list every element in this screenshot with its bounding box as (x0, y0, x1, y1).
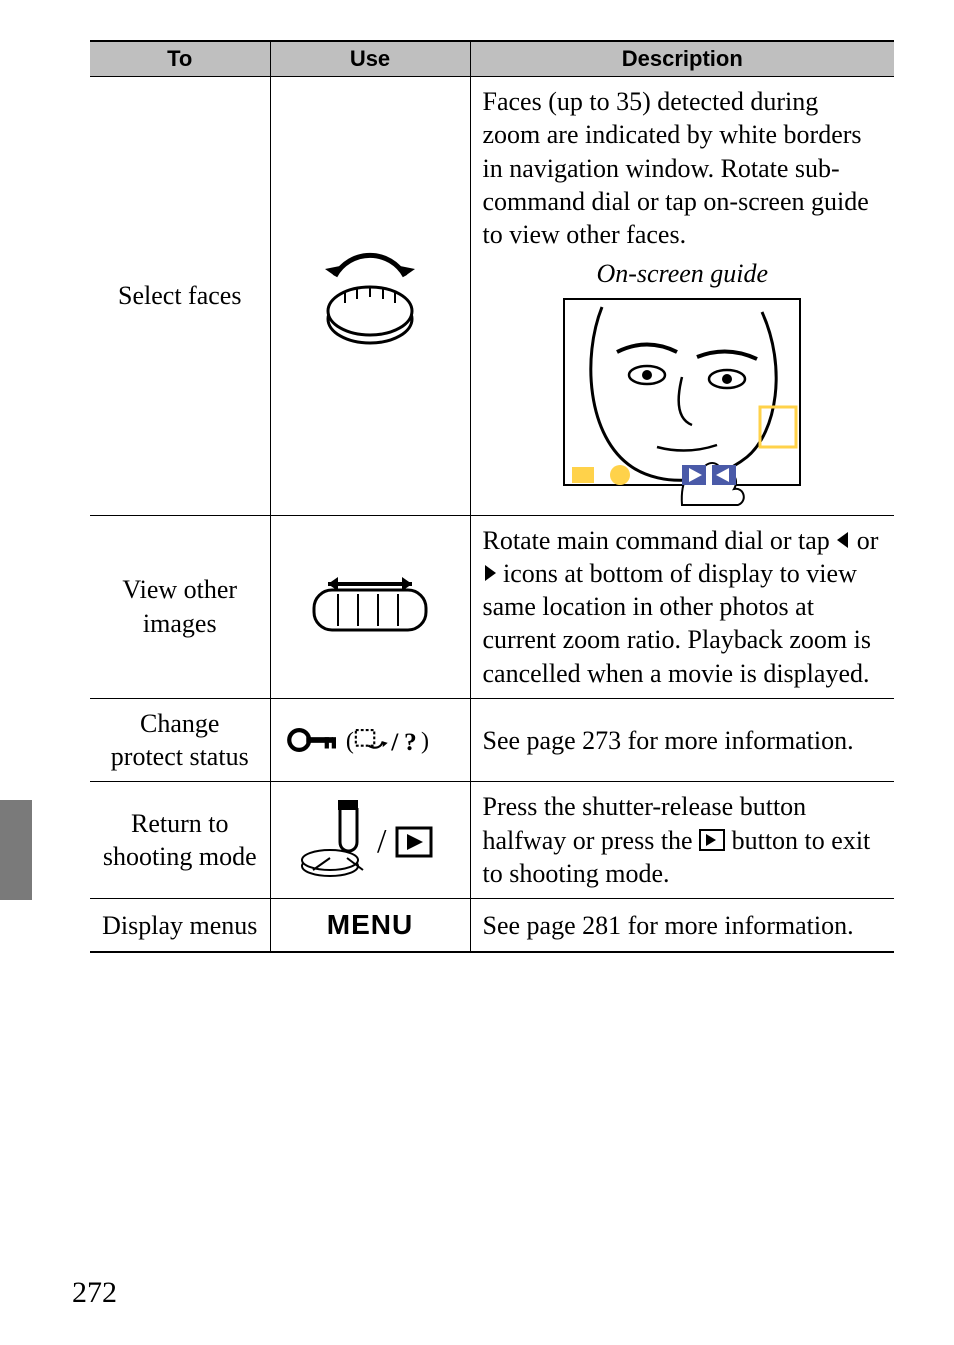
page: To Use Description Select faces (0, 0, 954, 1345)
svg-text:?: ? (404, 727, 417, 756)
desc-view-other: Rotate main command dial or tap or icons… (470, 515, 894, 698)
svg-text:/: / (377, 823, 387, 860)
protect-key-icon: ( / ? ) (285, 716, 455, 764)
row-view-other: View other images Rotate main command (90, 515, 894, 698)
desc-select-faces: Faces (up to 35) detected during zoom ar… (470, 77, 894, 516)
play-button-icon (699, 829, 725, 851)
svg-text:(: ( (346, 729, 354, 755)
faces-caption: On-screen guide (483, 257, 883, 290)
view-desc-c: icons at bottom of display to view same … (483, 559, 871, 688)
face-sketch-icon (562, 297, 802, 507)
shutter-play-icon: / (295, 800, 445, 880)
to-select-faces: Select faces (90, 77, 270, 516)
row-select-faces: Select faces (90, 77, 894, 516)
controls-table: To Use Description Select faces (90, 40, 894, 953)
svg-text:/: / (390, 727, 399, 756)
desc-return: Press the shutter-release button halfway… (470, 782, 894, 899)
use-protect: ( / ? ) (270, 698, 470, 782)
view-desc-a: Rotate main command dial or tap (483, 526, 837, 555)
use-select-faces (270, 77, 470, 516)
desc-menus: See page 281 for more information. (470, 899, 894, 952)
row-return: Return to shooting mode / (90, 782, 894, 899)
view-desc-b: or (857, 526, 879, 555)
page-number: 272 (72, 1276, 117, 1310)
use-return: / (270, 782, 470, 899)
use-menus: MENU (270, 899, 470, 952)
dial-icon (315, 241, 425, 351)
desc-protect: See page 273 for more information. (470, 698, 894, 782)
to-view-other: View other images (90, 515, 270, 698)
row-menus: Display menus MENU See page 281 for more… (90, 899, 894, 952)
row-protect: Change protect status ( (90, 698, 894, 782)
main-dial-icon (310, 572, 430, 642)
to-return: Return to shooting mode (90, 782, 270, 899)
svg-text:): ) (421, 729, 429, 755)
header-to: To (90, 41, 270, 77)
table-header-row: To Use Description (90, 41, 894, 77)
faces-desc-text: Faces (up to 35) detected during zoom ar… (483, 85, 883, 251)
header-use: Use (270, 41, 470, 77)
section-tab (0, 800, 32, 900)
left-arrow-icon (836, 524, 850, 557)
use-view-other (270, 515, 470, 698)
to-menus: Display menus (90, 899, 270, 952)
right-arrow-icon (483, 557, 497, 590)
header-desc: Description (470, 41, 894, 77)
menu-label: MENU (327, 909, 413, 940)
to-protect: Change protect status (90, 698, 270, 782)
